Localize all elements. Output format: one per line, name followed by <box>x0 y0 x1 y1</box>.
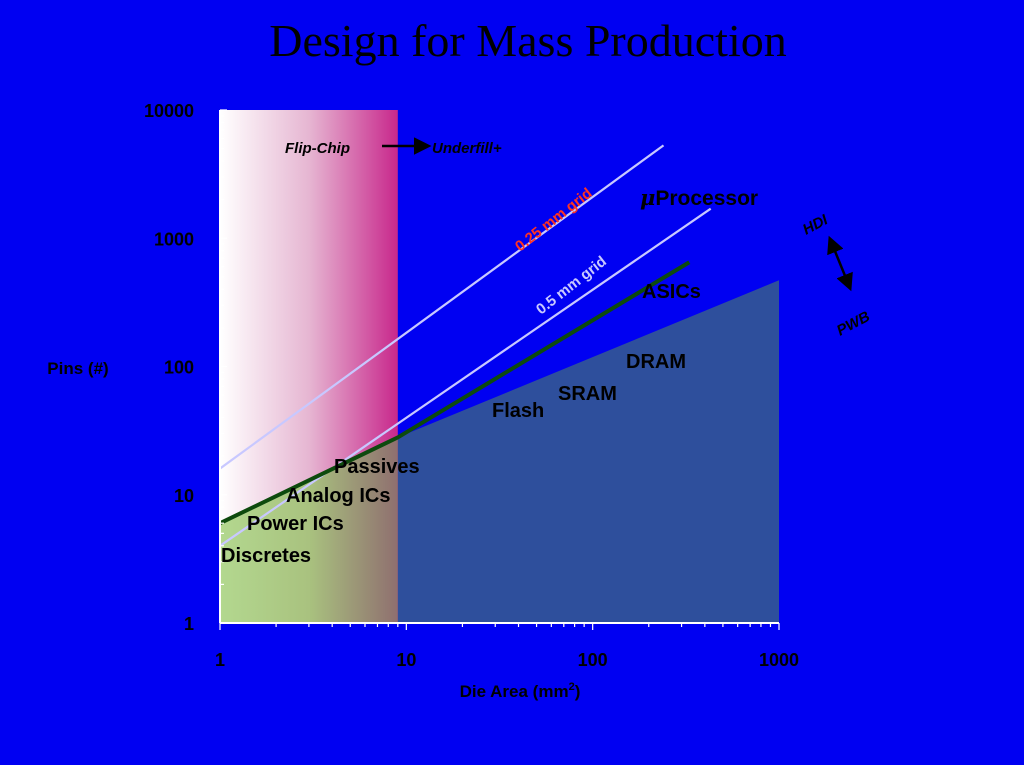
x-tick-label: 10 <box>396 650 416 670</box>
processor-label: μProcessor <box>640 185 758 210</box>
flash-label: Flash <box>492 400 544 422</box>
y-tick-label: 100 <box>164 358 194 378</box>
sram-label: SRAM <box>558 383 617 405</box>
y-tick-label: 1 <box>184 614 194 634</box>
hdi-pwb-arrow-icon <box>827 235 853 292</box>
grid-05-line <box>219 207 712 547</box>
asics-label: ASICs <box>642 281 701 303</box>
y-axis-label: Pins (#) <box>47 359 108 378</box>
discretes-region <box>220 437 398 623</box>
hdi-label: HDI <box>800 211 832 239</box>
power-ics-label: Power ICs <box>247 513 344 535</box>
x-tick-label: 1000 <box>759 650 799 670</box>
y-tick-label: 10000 <box>144 101 194 121</box>
x-tick-label: 100 <box>578 650 608 670</box>
passives-label: Passives <box>334 456 420 478</box>
underfill-label: Underfill+ <box>432 140 502 157</box>
y-tick-label: 1000 <box>154 229 194 249</box>
slide-title: Design for Mass Production <box>269 15 787 66</box>
x-axis-label: Die Area (mm2) <box>460 681 581 701</box>
shaded-region <box>397 280 779 623</box>
flip-chip-label: Flip-Chip <box>285 140 350 157</box>
x-tick-label: 1 <box>215 650 225 670</box>
trend-line <box>219 260 691 526</box>
y-tick-label: 10 <box>174 486 194 506</box>
pwb-label: PWB <box>834 308 873 340</box>
grid-025-label: 0.25 mm grid <box>512 185 595 255</box>
dram-label: DRAM <box>626 351 686 373</box>
analog-ics-label: Analog ICs <box>286 485 390 507</box>
grid-025-line <box>219 144 665 470</box>
discretes-label: Discretes <box>221 545 311 567</box>
